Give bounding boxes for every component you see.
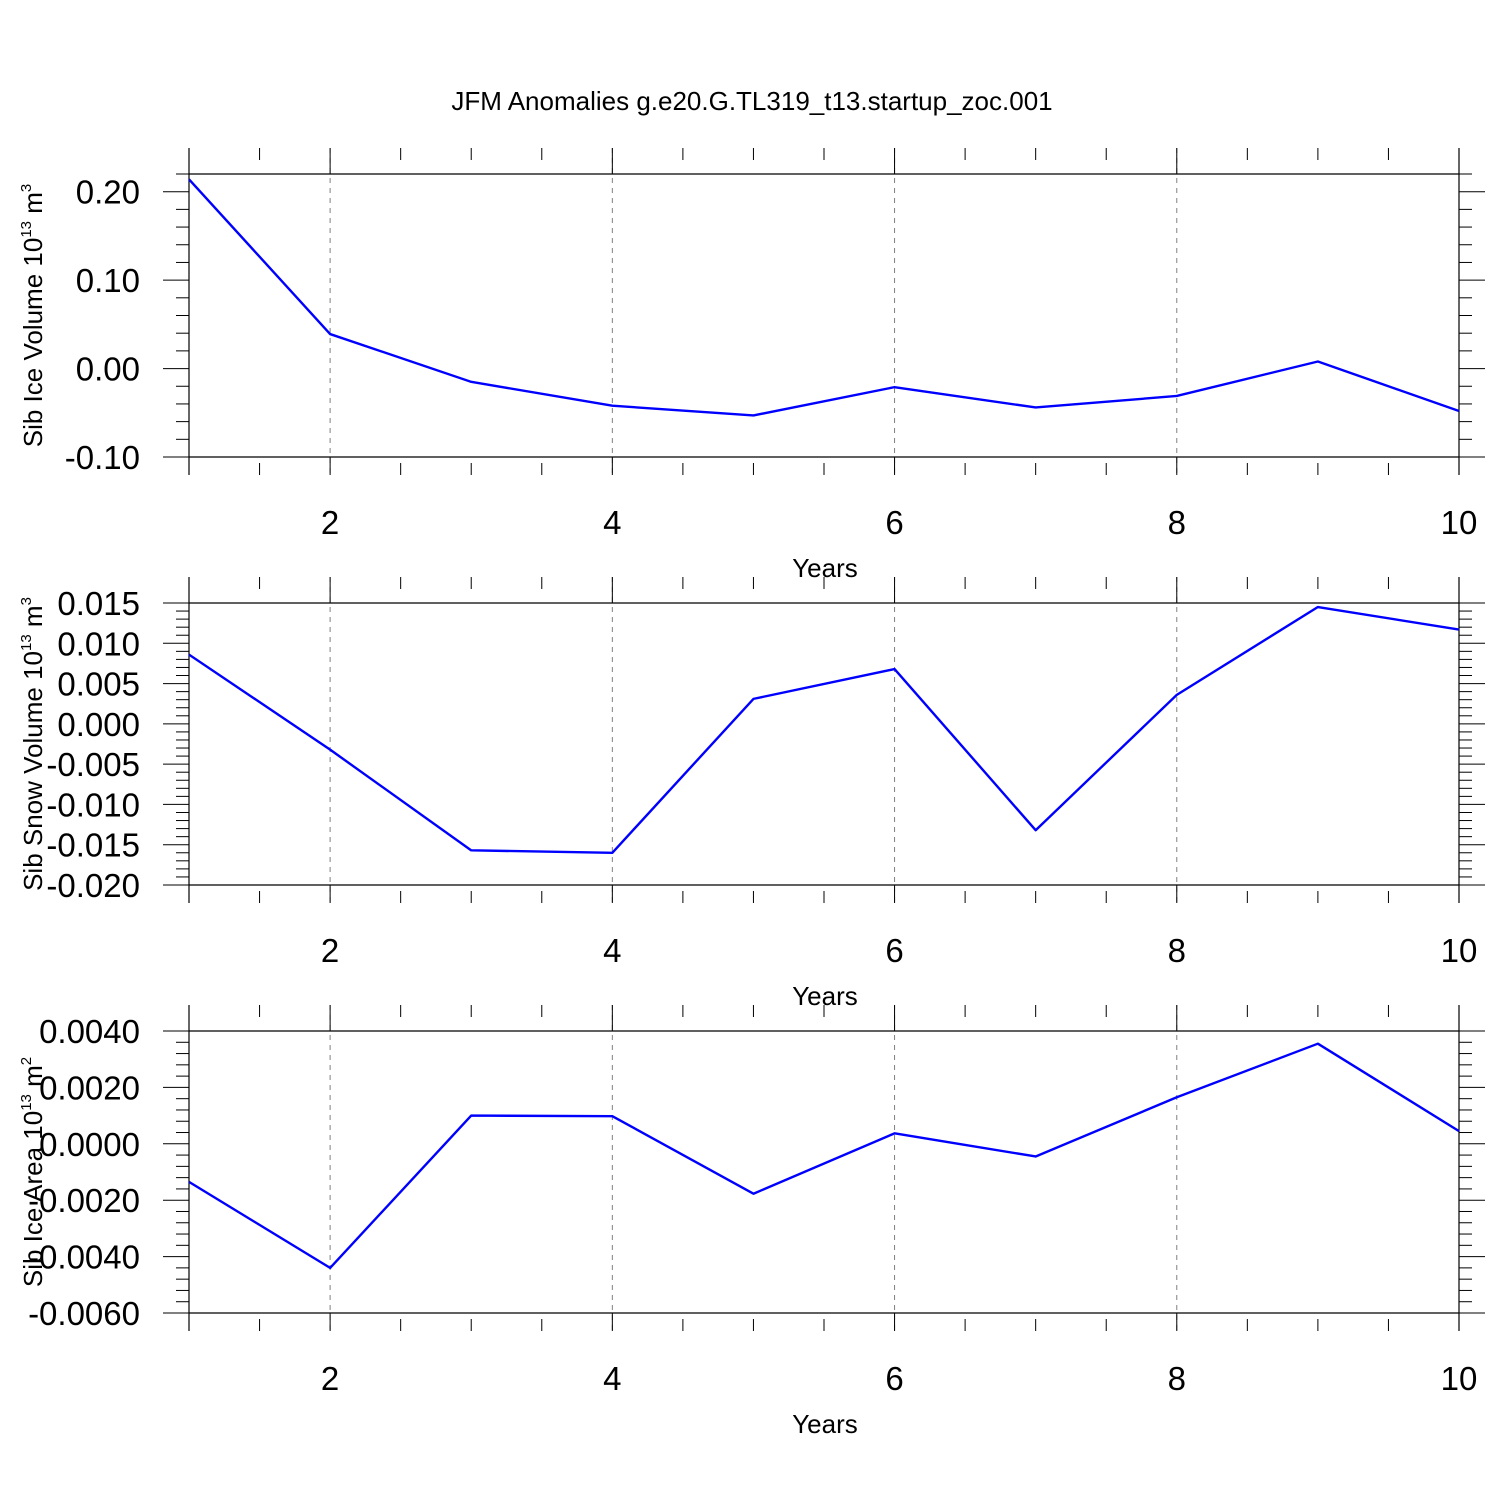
- y-axis-label: Sib Snow Volume 1013 m3: [18, 597, 48, 891]
- x-tick-label: 4: [603, 504, 621, 541]
- y-tick-label: 0.10: [76, 262, 140, 299]
- series-line: [189, 178, 1460, 417]
- y-tick-label: 0.000: [57, 706, 140, 743]
- x-tick-label: 8: [1168, 932, 1186, 969]
- x-tick-label: 4: [603, 932, 621, 969]
- y-tick-label: -0.0040: [28, 1239, 140, 1276]
- y-axis-label: Sib Ice Area 1013 m2: [18, 1057, 48, 1287]
- chart-title: JFM Anomalies g.e20.G.TL319_t13.startup_…: [451, 86, 1052, 116]
- y-tick-label: -0.010: [46, 786, 140, 823]
- y-tick-label: -0.015: [46, 827, 140, 864]
- x-tick-label: 10: [1441, 932, 1478, 969]
- series-line: [189, 1042, 1460, 1270]
- y-axis-label: Sib Ice Volume 1013 m3: [18, 184, 48, 448]
- x-tick-label: 6: [885, 504, 903, 541]
- y-tick-label: 0.005: [57, 666, 140, 703]
- x-tick-label: 10: [1441, 1360, 1478, 1397]
- x-tick-label: 2: [321, 1360, 339, 1397]
- y-tick-label: -0.020: [46, 867, 140, 904]
- panel-3: -0.0060 -0.0040 -0.0020 0.0000 0.0020 0.0040 2…: [18, 1005, 1485, 1439]
- y-tick-label: 0.0040: [39, 1013, 140, 1050]
- x-tick-label: 8: [1168, 1360, 1186, 1397]
- x-tick-label: 10: [1441, 504, 1478, 541]
- y-tick-label: 0.00: [76, 351, 140, 388]
- x-tick-label: 8: [1168, 504, 1186, 541]
- x-tick-label: 4: [603, 1360, 621, 1397]
- y-tick-label: 0.010: [57, 625, 140, 662]
- x-tick-label: 2: [321, 504, 339, 541]
- y-tick-label: -0.005: [46, 746, 140, 783]
- x-axis-label: Years: [792, 553, 858, 583]
- x-axis-label: Years: [792, 981, 858, 1011]
- y-tick-label: 0.20: [76, 174, 140, 211]
- y-tick-label: 0.0000: [39, 1126, 140, 1163]
- y-tick-label: -0.0020: [28, 1182, 140, 1219]
- series-line: [189, 605, 1460, 854]
- y-tick-label: 0.015: [57, 585, 140, 622]
- y-tick-label: -0.10: [65, 439, 140, 476]
- x-tick-label: 6: [885, 1360, 903, 1397]
- x-axis-label: Years: [792, 1409, 858, 1439]
- x-tick-label: 6: [885, 932, 903, 969]
- y-tick-label: 0.0020: [39, 1069, 140, 1106]
- panel-1: -0.10 0.00 0.10 0.20 2 4 6 8 10 Years Sib Ice Volu…: [18, 148, 1485, 583]
- x-tick-label: 2: [321, 932, 339, 969]
- y-tick-label: -0.0060: [28, 1295, 140, 1332]
